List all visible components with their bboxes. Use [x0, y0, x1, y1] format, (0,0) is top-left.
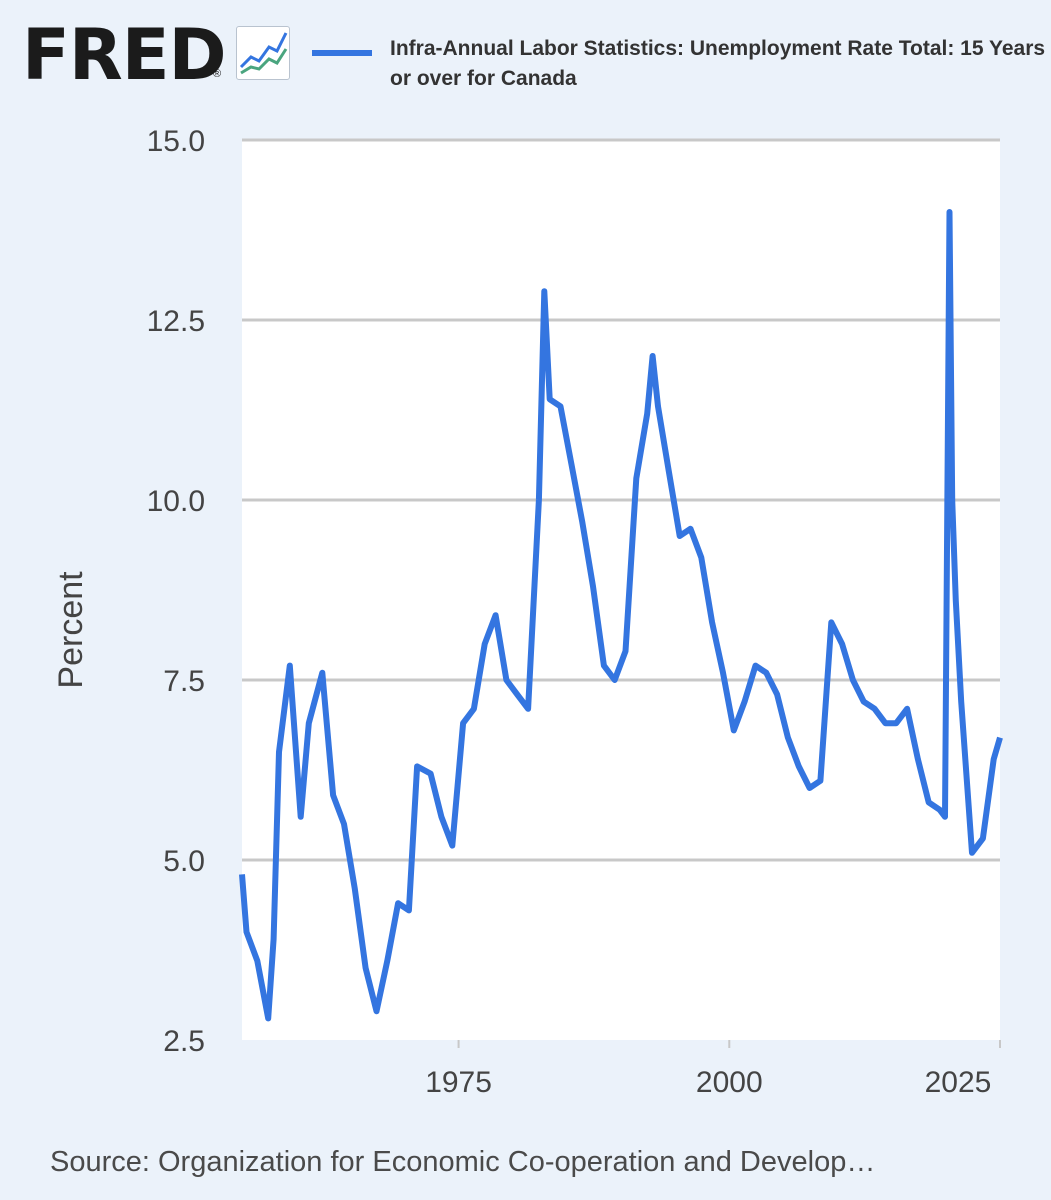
y-axis-title: Percent [52, 571, 90, 689]
y-tick-label: 2.5 [163, 1025, 205, 1058]
fred-registered-mark: ® [213, 68, 222, 80]
x-tick-label: 2025 [925, 1066, 992, 1099]
x-tick-label: 1975 [425, 1066, 492, 1099]
line-chart: 15.0 12.5 10.0 7.5 5.0 2.5 1975 2000 2025 Perce… [52, 125, 1003, 1099]
y-tick-label: 12.5 [147, 305, 205, 338]
header: FRED ® Infra-Annual Labor Statistics: Un… [0, 0, 1051, 110]
legend-series-label: Infra-Annual Labor Statistics: Unemploym… [390, 37, 1046, 90]
y-tick-label: 5.0 [163, 845, 205, 878]
series-line-unemployment-rate[interactable] [239, 209, 1003, 1022]
line-graph-icon [236, 26, 290, 80]
source-note[interactable]: Source: Organization for Economic Co-ope… [50, 1146, 876, 1178]
legend-swatch [312, 50, 372, 56]
y-tick-label: 15.0 [147, 125, 205, 158]
plot-area [242, 140, 1000, 1040]
gridlines [242, 138, 1000, 862]
y-tick-label: 10.0 [147, 485, 205, 518]
series-layer [239, 209, 1003, 1022]
y-axis-ticks: 15.0 12.5 10.0 7.5 5.0 2.5 [147, 125, 205, 1058]
x-tick-label: 2000 [696, 1066, 763, 1099]
line-graph-icon-glyph [239, 32, 288, 75]
x-axis-ticks: 1975 2000 2025 [425, 1040, 1001, 1099]
fred-logo[interactable]: FRED [22, 14, 227, 96]
y-tick-label: 7.5 [163, 665, 205, 698]
